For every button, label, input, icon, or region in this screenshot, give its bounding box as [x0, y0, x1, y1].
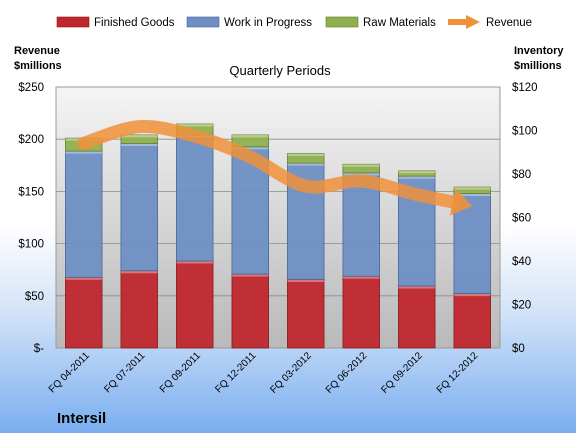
right-axis-title: Inventory $millions [514, 45, 567, 72]
bar-finished-goods [120, 270, 158, 349]
legend-swatch-raw-materials [325, 16, 359, 28]
chart-subtitle: Quarterly Periods [229, 63, 331, 78]
right-tick-label: $20 [512, 300, 531, 312]
x-tick-label: FQ 04-2011 [47, 350, 92, 395]
bar-highlight [287, 279, 325, 282]
left-tick-label: $100 [18, 239, 44, 251]
company-name: Intersil [57, 410, 106, 427]
revenue-line [77, 120, 473, 216]
x-tick-label: FQ 07-2011 [102, 350, 147, 395]
x-tick-label: FQ 12-2012 [435, 350, 481, 396]
bar-raw-materials [342, 163, 380, 174]
bar-finished-goods [453, 293, 491, 349]
right-tick-label: $80 [512, 169, 531, 181]
legend-label-raw-materials: Raw Materials [363, 17, 436, 29]
right-tick-label: $100 [512, 126, 538, 138]
bar-highlight [398, 170, 436, 174]
left-tick-label: $150 [18, 186, 44, 198]
left-tick-label: $- [34, 343, 44, 355]
bar-highlight [342, 172, 380, 176]
bar-raw-materials [120, 134, 158, 144]
bar-raw-materials [398, 170, 436, 177]
revenue-line-path [77, 120, 460, 209]
bar-highlight [120, 143, 158, 147]
bar-work-in-progress [176, 134, 214, 262]
bar-highlight [453, 293, 491, 297]
bar-highlight [231, 146, 269, 150]
right-tick-label: $60 [512, 213, 531, 225]
bar-work-in-progress [65, 150, 103, 278]
right-tick-label: $0 [512, 343, 525, 355]
bar-highlight [398, 176, 436, 179]
legend-arrowhead-revenue [466, 15, 480, 29]
x-tick-label: FQ 09-2011 [158, 350, 203, 395]
left-tick-label: $50 [25, 291, 44, 303]
bar-highlight [287, 153, 325, 156]
bar-highlight [120, 134, 158, 138]
bar-highlight [120, 270, 158, 274]
left-tick-label: $250 [18, 82, 44, 94]
legend: Finished Goods Work in Progress Raw Mate… [56, 15, 532, 29]
right-tick-label: $120 [512, 82, 538, 94]
legend-swatch-finished-goods [56, 16, 90, 28]
bar-highlight [65, 277, 103, 280]
bar-highlight [287, 163, 325, 166]
bar-highlight [176, 261, 214, 264]
bar-finished-goods [287, 279, 325, 349]
bar-highlight [453, 187, 491, 190]
bar-finished-goods [231, 273, 269, 349]
bar-finished-goods [176, 260, 214, 349]
bar-finished-goods [65, 276, 103, 349]
bar-highlight [176, 123, 214, 127]
bar-raw-materials [453, 186, 491, 194]
bar-highlight [342, 276, 380, 279]
legend-label-revenue: Revenue [486, 17, 532, 29]
bar-highlight [231, 134, 269, 138]
bar-raw-materials [287, 152, 325, 164]
bar-highlight [231, 274, 269, 277]
bar-highlight [65, 151, 103, 154]
x-tick-label: FQ 09-2012 [379, 350, 425, 396]
bar-finished-goods [342, 275, 380, 349]
x-tick-label: FQ 03-2012 [268, 350, 314, 396]
legend-label-finished-goods: Finished Goods [94, 17, 175, 29]
right-tick-label: $40 [512, 256, 531, 268]
bar-work-in-progress [120, 143, 158, 272]
bar-work-in-progress [342, 172, 380, 277]
x-tick-label: FQ 12-2011 [213, 350, 258, 395]
bar-highlight [453, 193, 491, 197]
bar-raw-materials [231, 134, 269, 148]
revenue-arrowhead [449, 188, 473, 216]
x-tick-label: FQ 06-2012 [324, 350, 370, 396]
bar-highlight [398, 286, 436, 289]
legend-swatch-work-in-progress [186, 16, 220, 28]
left-tick-label: $200 [18, 134, 44, 146]
bar-highlight [342, 164, 380, 167]
left-axis-title: Revenue $millions [14, 45, 63, 72]
bar-finished-goods [398, 285, 436, 349]
legend-label-work-in-progress: Work in Progress [224, 17, 312, 29]
